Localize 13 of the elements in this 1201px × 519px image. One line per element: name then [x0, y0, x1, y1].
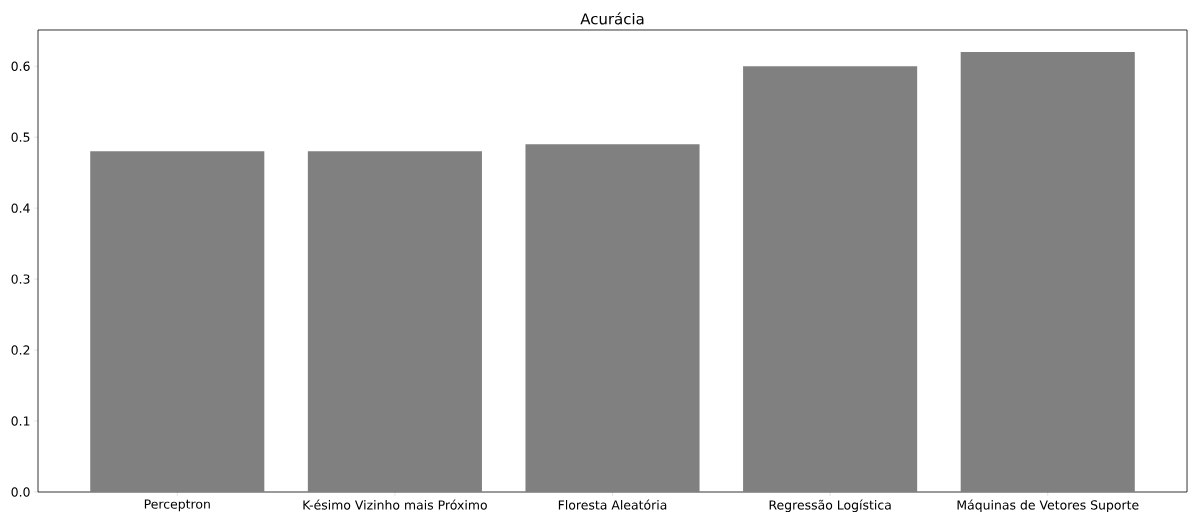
x-tick-label: Floresta Aleatória	[558, 499, 667, 510]
x-tick-label: Máquinas de Vetores Suporte	[957, 499, 1139, 513]
y-tick-label: 0.5	[11, 132, 30, 142]
chart-title: Acurácia	[580, 12, 644, 25]
y-tick-label: 0.6	[11, 61, 30, 71]
x-tick-label: Regressão Logística	[769, 499, 891, 513]
y-tick-label: 0.4	[11, 203, 30, 213]
y-tick-label: 0.1	[11, 416, 30, 426]
x-tick-label: Perceptron	[144, 499, 210, 512]
y-tick-label: 0.2	[11, 345, 30, 355]
y-tick-label: 0.0	[11, 487, 30, 497]
y-tick-label: 0.3	[11, 274, 30, 284]
x-tick-label: K-ésimo Vizinho mais Próximo	[303, 499, 487, 510]
